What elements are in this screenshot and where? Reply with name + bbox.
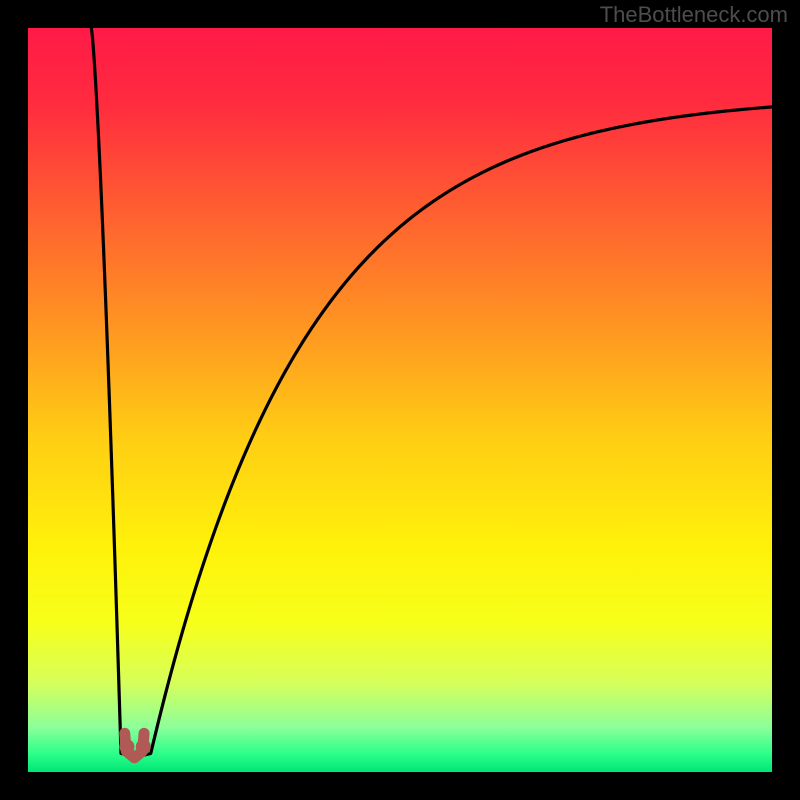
dip-marker-dot-1 [136, 739, 151, 754]
dip-marker-dot-0 [119, 739, 134, 754]
chart-svg [28, 28, 772, 772]
plot-area [28, 28, 772, 772]
watermark-text: TheBottleneck.com [600, 2, 788, 28]
gradient-background [28, 28, 772, 772]
chart-frame: TheBottleneck.com [0, 0, 800, 800]
